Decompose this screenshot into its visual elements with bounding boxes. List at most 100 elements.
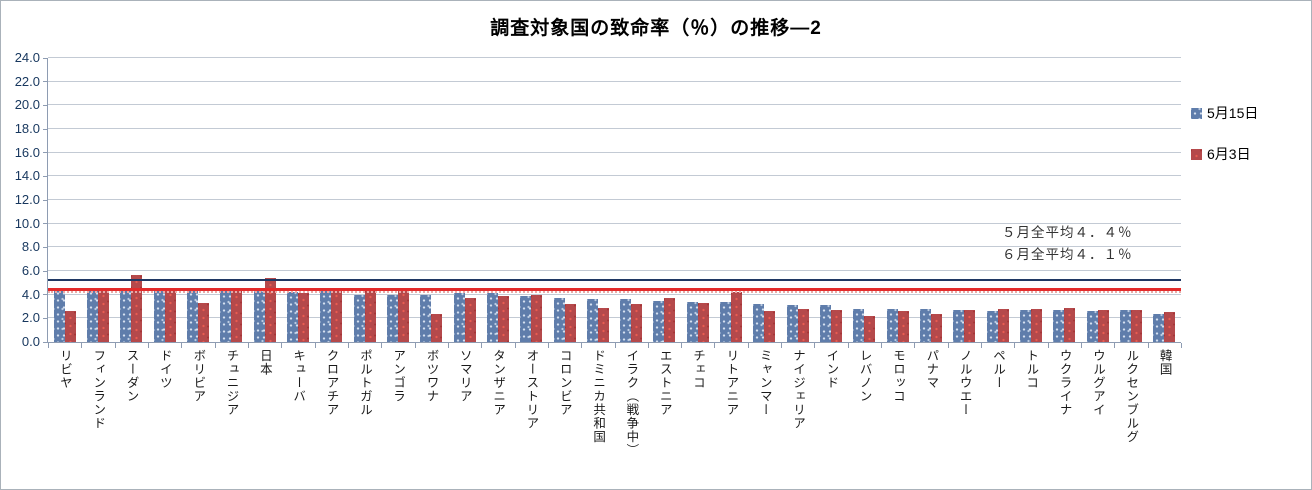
y-axis-label: 24.0 bbox=[14, 50, 40, 65]
bar-jun3 bbox=[1131, 310, 1142, 342]
bar-may15 bbox=[753, 304, 765, 342]
bar-may15 bbox=[186, 288, 198, 342]
x-axis-tick bbox=[181, 343, 183, 348]
y-axis-tick bbox=[43, 317, 48, 319]
x-axis-tick bbox=[1181, 343, 1182, 348]
gridline bbox=[48, 151, 1181, 153]
x-axis-tick bbox=[1114, 343, 1116, 348]
bar-jun3 bbox=[364, 289, 376, 342]
y-axis-tick bbox=[43, 270, 48, 272]
x-axis-tick bbox=[547, 343, 549, 348]
gridline bbox=[48, 104, 1181, 106]
bar-may15 bbox=[253, 289, 265, 342]
bar-may15 bbox=[686, 301, 698, 342]
legend-item-may15: 5月15日 bbox=[1191, 103, 1258, 123]
category-label-text: ドミニカ共和国 bbox=[591, 349, 606, 444]
bar-jun3 bbox=[531, 294, 543, 342]
y-axis-label: 6.0 bbox=[21, 263, 40, 278]
bar-may15 bbox=[1153, 313, 1165, 342]
x-axis-category-label: インド bbox=[814, 349, 847, 489]
x-axis-tick bbox=[947, 343, 949, 348]
x-axis-tick bbox=[247, 343, 249, 348]
bar-jun3 bbox=[864, 315, 876, 342]
bar-jun3 bbox=[231, 289, 243, 342]
x-axis-tick bbox=[647, 343, 649, 348]
x-axis-tick bbox=[981, 343, 983, 348]
bar-may15 bbox=[386, 294, 398, 342]
category-label-text: タンザニア bbox=[491, 349, 506, 417]
x-axis-category-label: ボリビア bbox=[181, 349, 214, 489]
bar-may15 bbox=[786, 305, 798, 342]
gridline bbox=[48, 175, 1181, 177]
bar-jun3 bbox=[497, 295, 509, 342]
category-label-text: エストニア bbox=[657, 349, 672, 417]
x-axis-category-label: ナイジェリア bbox=[781, 349, 814, 489]
bar-jun3 bbox=[264, 278, 276, 342]
bar-jun3 bbox=[697, 302, 709, 342]
bar-may15 bbox=[853, 308, 865, 342]
y-axis-label: 18.0 bbox=[14, 121, 40, 136]
x-axis-category-label: ミャンマー bbox=[748, 349, 781, 489]
y-axis-label: 10.0 bbox=[14, 215, 40, 231]
annotation-may-average: ５月全平均４．４％ bbox=[1002, 225, 1133, 240]
x-axis-category-label: パナマ bbox=[914, 349, 947, 489]
bar-may15 bbox=[453, 293, 465, 342]
gridline bbox=[48, 57, 1181, 58]
x-axis-category-label: ウルグアイ bbox=[1081, 349, 1114, 489]
bar-jun3 bbox=[397, 287, 409, 342]
bar-may15 bbox=[553, 298, 565, 342]
gridline bbox=[48, 80, 1181, 82]
legend-swatch-jun3-icon bbox=[1191, 148, 1202, 160]
category-label-text: フィンランド bbox=[91, 349, 106, 430]
category-label-text: 日本 bbox=[257, 349, 272, 376]
gridline bbox=[48, 128, 1181, 129]
x-axis-category-label: フィンランド bbox=[81, 349, 114, 489]
y-axis-tick bbox=[43, 152, 48, 154]
y-axis-tick bbox=[43, 175, 48, 177]
x-axis-tick bbox=[681, 343, 683, 348]
category-label-text: レバノン bbox=[857, 349, 872, 403]
gridline bbox=[48, 246, 1181, 248]
bar-may15 bbox=[953, 310, 965, 342]
y-axis-label: 14.0 bbox=[14, 168, 40, 184]
x-axis-tick bbox=[781, 343, 783, 348]
y-axis-label: 8.0 bbox=[21, 239, 40, 255]
bar-jun3 bbox=[331, 288, 343, 342]
category-label-text: チュニジア bbox=[224, 349, 239, 417]
gridline bbox=[48, 199, 1181, 200]
x-axis-tick bbox=[347, 343, 349, 348]
x-axis-category-label: レバノン bbox=[848, 349, 881, 489]
bar-jun3 bbox=[164, 287, 176, 342]
x-axis-category-label: アンゴラ bbox=[381, 349, 414, 489]
x-axis-category-label: リトアニア bbox=[714, 349, 747, 489]
bar-may15 bbox=[586, 299, 598, 342]
bar-jun3 bbox=[831, 310, 843, 342]
bar-may15 bbox=[320, 291, 332, 342]
category-label-text: リビヤ bbox=[57, 349, 72, 390]
x-axis-category-label: 日本 bbox=[248, 349, 281, 489]
bar-may15 bbox=[353, 294, 365, 342]
bar-jun3 bbox=[797, 308, 809, 342]
x-axis-category-label: ペルー bbox=[981, 349, 1014, 489]
reference-line-2 bbox=[48, 291, 1181, 294]
bar-may15 bbox=[86, 287, 98, 342]
x-axis-tick bbox=[114, 343, 116, 348]
x-axis-category-label: モロッコ bbox=[881, 349, 914, 489]
x-axis-tick bbox=[614, 343, 616, 348]
x-axis-tick bbox=[581, 343, 583, 348]
x-axis-category-label: タンザニア bbox=[481, 349, 514, 489]
category-label-text: イラク（戦争中） bbox=[624, 349, 639, 457]
bar-may15 bbox=[520, 295, 532, 342]
x-axis-tick bbox=[414, 343, 416, 348]
bar-may15 bbox=[120, 287, 132, 342]
bar-jun3 bbox=[731, 292, 743, 342]
x-axis-category-label: 韓国 bbox=[1148, 349, 1181, 489]
gridline bbox=[48, 293, 1181, 295]
bar-may15 bbox=[220, 291, 232, 342]
x-axis-category-label: ポルトガル bbox=[348, 349, 381, 489]
y-axis-tick bbox=[43, 199, 48, 201]
bar-jun3 bbox=[1164, 312, 1176, 342]
x-axis-tick bbox=[381, 343, 383, 348]
category-label-text: ルクセンブルグ bbox=[1124, 349, 1139, 444]
bar-jun3 bbox=[997, 308, 1009, 342]
